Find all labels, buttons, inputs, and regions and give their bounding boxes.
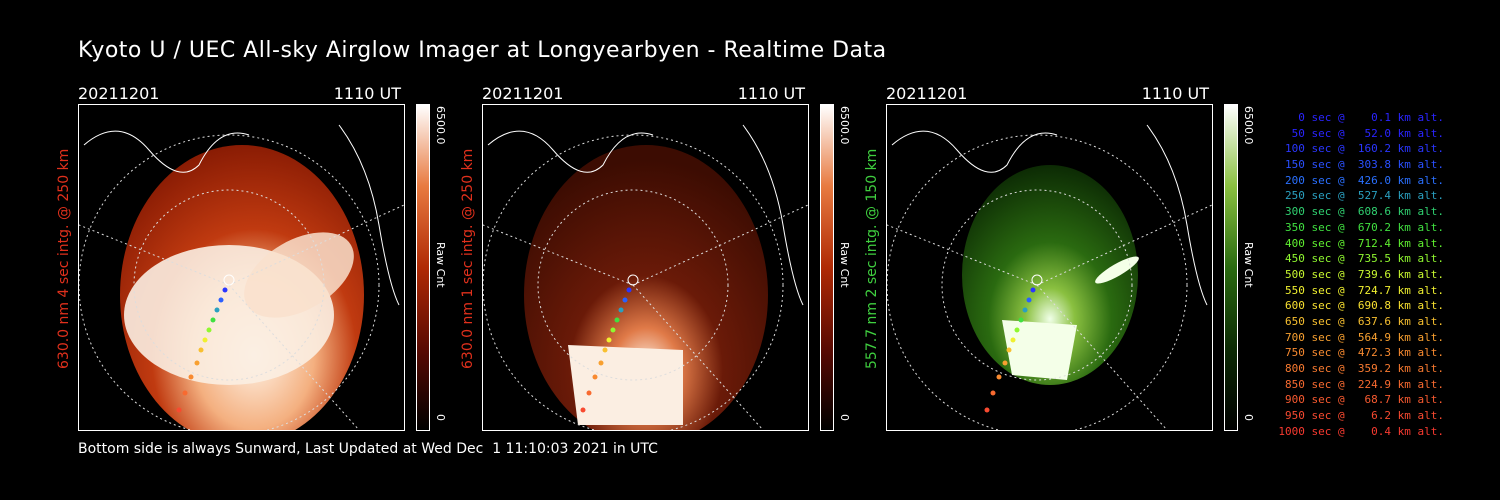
legend-entry: 450 sec @ 735.5 km alt. xyxy=(1285,252,1444,266)
panel-2: 20211201 1110 UT xyxy=(460,84,902,434)
legend-entry: 400 sec @ 712.4 km alt. xyxy=(1285,236,1444,250)
legend-entry: 50 sec @ 52.0 km alt. xyxy=(1291,126,1444,140)
panel-date: 20211201 xyxy=(482,84,564,103)
panel-date: 20211201 xyxy=(886,84,968,103)
panel-date: 20211201 xyxy=(78,84,160,103)
legend-entry: 150 sec @ 303.8 km alt. xyxy=(1285,158,1444,172)
trajectory-legend: 0 sec @ 0.1 km alt. 50 sec @ 52.0 km alt… xyxy=(1258,110,1444,439)
legend-entry: 550 sec @ 724.7 km alt. xyxy=(1285,283,1444,297)
colorbar xyxy=(1224,104,1238,431)
legend-entry: 650 sec @ 637.6 km alt. xyxy=(1285,314,1444,328)
colorbar-min: 0 xyxy=(838,414,851,421)
airglow-image xyxy=(482,104,809,431)
colorbar-max: 6500.0 xyxy=(434,106,447,145)
legend-entry: 0 sec @ 0.1 km alt. xyxy=(1298,111,1444,124)
colorbar xyxy=(820,104,834,431)
panel-side-label: 630.0 nm 1 sec intg. @ 250 km xyxy=(460,148,476,369)
colorbar-unit: Raw Cnt xyxy=(434,242,447,288)
airglow-image-svg xyxy=(483,124,808,430)
colorbar xyxy=(416,104,430,431)
panel-time: 1110 UT xyxy=(333,84,401,103)
trajectory xyxy=(984,287,1036,413)
colorbar-min: 0 xyxy=(1242,414,1255,421)
colorbar-max: 6500.0 xyxy=(838,106,851,145)
legend-entry: 300 sec @ 608.6 km alt. xyxy=(1285,205,1444,219)
panel-time: 1110 UT xyxy=(737,84,805,103)
colorbar-max: 6500.0 xyxy=(1242,106,1255,145)
panel-time: 1110 UT xyxy=(1141,84,1209,103)
colorbar-min: 0 xyxy=(434,414,447,421)
panel-side-label: 630.0 nm 4 sec intg. @ 250 km xyxy=(56,148,72,369)
trajectory xyxy=(580,287,632,413)
legend-entry: 600 sec @ 690.8 km alt. xyxy=(1285,299,1444,313)
panel-side-label: 557.7 nm 2 sec intg. @ 150 km xyxy=(864,148,880,369)
trajectory xyxy=(176,287,228,413)
airglow-image xyxy=(886,104,1213,431)
legend-entry: 350 sec @ 670.2 km alt. xyxy=(1285,220,1444,234)
legend-entry: 250 sec @ 527.4 km alt. xyxy=(1285,189,1444,203)
colorbar-unit: Raw Cnt xyxy=(838,242,851,288)
legend-entry: 500 sec @ 739.6 km alt. xyxy=(1285,267,1444,281)
colorbar-unit: Raw Cnt xyxy=(1242,242,1255,288)
airglow-image-svg xyxy=(887,124,1212,430)
legend-entry: 800 sec @ 359.2 km alt. xyxy=(1285,362,1444,375)
panel-1: 20211201 1110 UT xyxy=(56,84,498,434)
legend-entry: 950 sec @ 6.2 km alt. xyxy=(1285,409,1444,423)
page-title: Kyoto U / UEC All-sky Airglow Imager at … xyxy=(78,38,887,63)
panel-3: 20211201 1110 UT xyxy=(864,84,1306,434)
legend-entry: 900 sec @ 68.7 km alt. xyxy=(1285,393,1444,407)
airglow-image-svg xyxy=(79,124,404,430)
footer-note: Bottom side is always Sunward, Last Upda… xyxy=(78,441,658,457)
legend-entry: 200 sec @ 426.0 km alt. xyxy=(1285,173,1444,187)
legend-entry: 750 sec @ 472.3 km alt. xyxy=(1285,346,1444,360)
legend-entry: 100 sec @ 160.2 km alt. xyxy=(1285,142,1444,156)
legend-entry: 1000 sec @ 0.4 km alt. xyxy=(1278,424,1444,438)
legend-entry: 700 sec @ 564.9 km alt. xyxy=(1285,330,1444,344)
legend-entry: 850 sec @ 224.9 km alt. xyxy=(1285,377,1444,391)
airglow-image xyxy=(78,104,405,431)
